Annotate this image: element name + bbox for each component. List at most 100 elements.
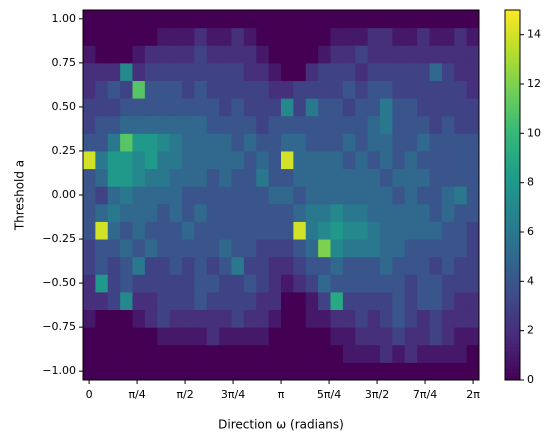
cell [243, 186, 257, 205]
cell [454, 274, 468, 293]
colorbar-segment [505, 213, 520, 218]
cell [305, 221, 319, 240]
cell [318, 274, 331, 293]
cell [466, 168, 480, 187]
cell [305, 186, 319, 205]
cell [120, 62, 133, 81]
cell [132, 150, 146, 170]
cell [318, 27, 331, 46]
colorbar-segment [505, 176, 520, 181]
cell [169, 80, 183, 99]
cell [330, 256, 344, 275]
cell [281, 239, 294, 258]
cell [355, 344, 369, 363]
cell [318, 133, 331, 152]
colorbar-segment [505, 324, 520, 329]
cell [256, 80, 270, 99]
colorbar-tick-label: 10 [527, 126, 541, 139]
cell [182, 115, 195, 134]
cell [429, 168, 443, 187]
cell [318, 291, 331, 311]
cell [380, 150, 393, 170]
cell [342, 221, 356, 240]
cell [144, 274, 158, 293]
cell [120, 274, 133, 293]
cell [256, 133, 270, 152]
cell [219, 203, 232, 222]
cell [83, 239, 96, 258]
cell [342, 45, 356, 64]
colorbar-segment [505, 272, 520, 277]
cell [355, 62, 369, 81]
colorbar-segment [505, 139, 520, 144]
cell [194, 327, 208, 346]
cell [268, 344, 282, 363]
cell [120, 98, 133, 117]
cell [417, 327, 430, 346]
y-tick-label: 1.00 [52, 12, 77, 25]
cell [404, 27, 418, 46]
cell [219, 150, 232, 170]
cell [454, 362, 468, 381]
cell [182, 239, 195, 258]
cell [157, 256, 171, 275]
cell [219, 133, 232, 152]
cell [107, 186, 121, 205]
cell [441, 10, 455, 29]
cell [83, 115, 96, 134]
cell [342, 203, 356, 222]
cell [194, 150, 208, 170]
cell [417, 239, 430, 258]
cell [305, 291, 319, 311]
cell [429, 309, 443, 328]
colorbar-segment [505, 265, 520, 270]
cell [330, 203, 344, 222]
cell [182, 186, 195, 205]
cell [157, 221, 171, 240]
cell [318, 115, 331, 134]
cell [268, 45, 282, 64]
cell [380, 115, 393, 134]
cell [95, 203, 109, 222]
cell [243, 115, 257, 134]
cell [144, 362, 158, 381]
cell [144, 239, 158, 258]
cell [281, 256, 294, 275]
colorbar-segment [505, 346, 520, 351]
cell [243, 27, 257, 46]
cell [256, 10, 270, 29]
cell [454, 327, 468, 346]
colorbar-segment [505, 335, 520, 340]
cell [367, 239, 381, 258]
cell [182, 98, 195, 117]
cell [330, 115, 344, 134]
cell [144, 221, 158, 240]
colorbar-segment [505, 239, 520, 244]
cell [132, 115, 146, 134]
cell [417, 256, 430, 275]
cell [231, 150, 245, 170]
cell [83, 186, 96, 205]
cell [194, 291, 208, 311]
cell [417, 133, 430, 152]
cell [342, 168, 356, 187]
cell [107, 80, 121, 99]
cell [243, 327, 257, 346]
cell [392, 362, 406, 381]
cell [330, 362, 344, 381]
cell [404, 327, 418, 346]
cell [305, 309, 319, 328]
colorbar-tick-label: 12 [527, 77, 541, 90]
cell [107, 256, 121, 275]
cell [95, 239, 109, 258]
cell [318, 239, 331, 258]
colorbar-segment [505, 243, 520, 248]
cell [256, 115, 270, 134]
cell [95, 150, 109, 170]
cell [268, 168, 282, 187]
cell [367, 344, 381, 363]
x-tick-label: 7π/4 [413, 388, 437, 401]
cell [342, 239, 356, 258]
cell [318, 168, 331, 187]
cell [219, 80, 232, 99]
